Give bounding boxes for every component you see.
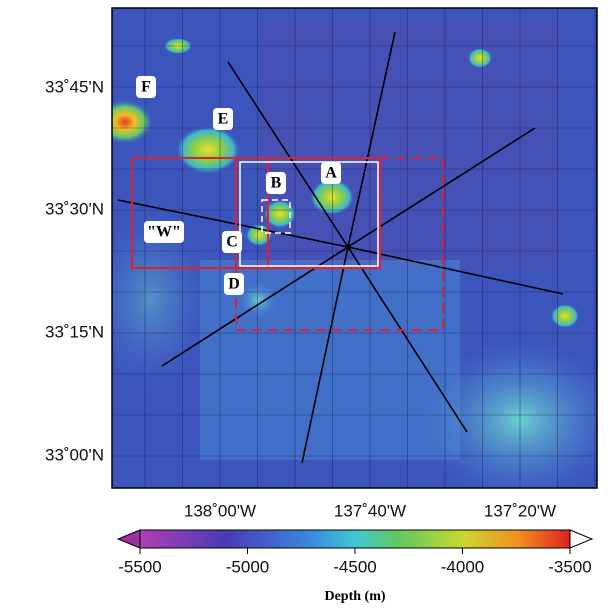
colorbar: [140, 530, 570, 548]
site-label: D: [228, 276, 240, 293]
lat-label: 33˚00'N: [45, 445, 104, 464]
figure: Depth (m) 33˚45'N 33˚30'N 33˚15'N 33˚00'N 13…: [0, 0, 615, 608]
lon-label: 138˚00'W: [184, 501, 256, 520]
site-label: F: [141, 79, 151, 96]
lon-label: 137˚20'W: [484, 501, 556, 520]
site-label: C: [226, 234, 238, 251]
lon-label: 137˚40'W: [334, 501, 406, 520]
lat-label: 33˚30'N: [45, 199, 104, 218]
map: [90, 8, 615, 500]
site-label: A: [325, 165, 337, 182]
colorbar-end: [570, 530, 592, 548]
lat-label: 33˚15'N: [45, 322, 104, 341]
tick-label: -3500: [548, 557, 591, 576]
site-label: E: [218, 111, 229, 128]
site-label: B: [271, 175, 282, 192]
colorbar-title: Depth (m): [324, 589, 385, 604]
tick-label: -5000: [226, 557, 269, 576]
colorbar-end: [118, 530, 140, 548]
tick-label: -4500: [333, 557, 376, 576]
lat-label: 33˚45'N: [45, 77, 104, 96]
tick-label: -5500: [118, 557, 161, 576]
site-label: "W": [147, 224, 181, 241]
tick-label: -4000: [441, 557, 484, 576]
